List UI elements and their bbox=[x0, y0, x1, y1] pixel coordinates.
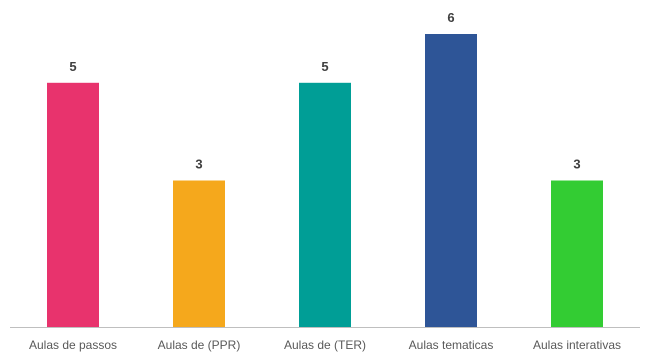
category-label-2: Aulas de (PPR) bbox=[158, 338, 241, 352]
category-labels-group: Aulas de passos Aulas de (PPR) Aulas de (T… bbox=[29, 338, 621, 352]
category-label-1: Aulas de passos bbox=[29, 338, 117, 352]
value-label-5: 3 bbox=[573, 157, 580, 172]
value-labels-group: 5 3 5 6 3 bbox=[69, 10, 580, 172]
category-label-5: Aulas interativas bbox=[533, 338, 621, 352]
value-label-4: 6 bbox=[447, 10, 454, 25]
bar-3 bbox=[299, 82, 351, 327]
value-label-2: 3 bbox=[195, 157, 202, 172]
bar-5 bbox=[551, 180, 603, 327]
category-label-3: Aulas de (TER) bbox=[284, 338, 366, 352]
bar-1 bbox=[47, 82, 99, 327]
value-label-3: 5 bbox=[321, 59, 328, 74]
bars-group bbox=[47, 34, 603, 327]
bar-4 bbox=[425, 34, 477, 327]
category-label-4: Aulas tematicas bbox=[409, 338, 494, 352]
bar-2 bbox=[173, 180, 225, 327]
value-label-1: 5 bbox=[69, 59, 76, 74]
